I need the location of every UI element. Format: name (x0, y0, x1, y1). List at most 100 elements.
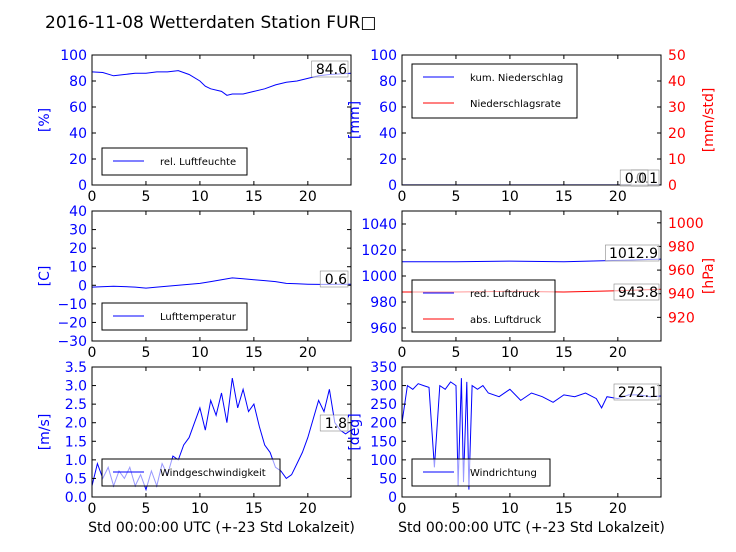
y-tick-label: 250 (370, 397, 397, 413)
y2-axis-label: [mm/std] (701, 88, 717, 153)
y-tick-label: 0 (78, 278, 87, 294)
y-tick-label: 100 (370, 48, 397, 64)
x-tick-label: 5 (451, 189, 460, 205)
y-tick-label: 3.0 (65, 379, 87, 395)
x-tick-label: 5 (451, 345, 460, 361)
y-tick-label: 150 (370, 434, 397, 450)
y-tick-label: 40 (69, 204, 87, 220)
chart-panel-5: 0 5 10 15 20 0.0 0.5 1.0 1.5 2.0 2.5 3.0 3.5 [m/s] Std… (37, 360, 355, 536)
y-tick-label: 960 (370, 321, 397, 337)
y-tick-label: 200 (370, 416, 397, 432)
plot-frame (91, 54, 352, 186)
plot-frame (91, 210, 352, 342)
y-tick-label: 300 (370, 379, 397, 395)
x-tick-label: 0 (88, 501, 97, 517)
y-tick-label: 0.5 (65, 471, 87, 487)
x-tick-label: 10 (501, 345, 519, 361)
series-line-1 (92, 277, 351, 289)
y-tick-label: 80 (379, 74, 397, 90)
legend: red. Luftdruck abs. Luftdruck (411, 279, 556, 333)
x-tick-label: 5 (141, 345, 150, 361)
y-tick-label: 1.0 (65, 453, 87, 469)
y2-tick-label: 20 (668, 126, 686, 142)
y-tick-label: 2.0 (65, 416, 87, 432)
x-tick-label: 20 (609, 501, 627, 517)
chart-panel-3: 0 5 10 15 20 −30 −20 −10 0 10 20 30 40 [C] Lufttempera… (37, 204, 352, 361)
legend-label: rel. Luftfeuchte (160, 157, 236, 168)
y-tick-label: 1.5 (65, 434, 87, 450)
y-axis-label: [deg] (347, 413, 363, 450)
y-axis-label: [C] (37, 266, 53, 287)
y-tick-label: 60 (69, 100, 87, 116)
plot-frame (91, 366, 352, 498)
y2-tick-label: 960 (668, 263, 695, 279)
value-annotation: 1.8 (325, 416, 347, 432)
y-tick-label: 1040 (361, 217, 397, 233)
y2-tick-label: 940 (668, 287, 695, 303)
y2-tick-label: 1000 (668, 216, 704, 232)
y-tick-label: 980 (370, 295, 397, 311)
value-annotation-box (319, 270, 349, 288)
y-axis-label: [m/s] (37, 414, 53, 451)
x-tick-label: 10 (191, 345, 209, 361)
legend-label: red. Luftdruck (470, 289, 540, 300)
legend-label: abs. Luftdruck (470, 315, 541, 326)
x-tick-label: 15 (555, 189, 573, 205)
plot-frame (401, 54, 662, 186)
y-tick-label: 40 (379, 126, 397, 142)
chart-panel-4: 0 5 10 15 20 960 980 1000 1020 1040 920 940 960 980 10… (361, 210, 717, 361)
legend: Lufttemperatur (101, 302, 248, 331)
x-tick-label: 15 (245, 345, 263, 361)
value-annotation-box (613, 283, 660, 301)
y-tick-label: 20 (379, 152, 397, 168)
y-tick-label: 1020 (361, 243, 397, 259)
y-tick-label: 10 (69, 260, 87, 276)
y-tick-label: 0 (388, 490, 397, 506)
y2-tick-label: 40 (668, 74, 686, 90)
y2-tick-label: 30 (668, 100, 686, 116)
y-axis-label: [mm] (347, 101, 363, 139)
legend-label: Windrichtung (470, 468, 537, 479)
x-tick-label: 10 (501, 501, 519, 517)
legend: Windgeschwindigkeit (101, 458, 281, 487)
value-annotation-box (613, 383, 660, 401)
x-tick-label: 0 (88, 189, 97, 205)
y-tick-label: 20 (69, 152, 87, 168)
y-tick-label: 3.5 (65, 360, 87, 376)
x-tick-label: 10 (191, 189, 209, 205)
x-tick-label: 15 (245, 501, 263, 517)
legend: kum. Niederschlag Niederschlagsrate (411, 63, 578, 119)
value-annotation: 943.8 (618, 285, 658, 301)
legend: Windrichtung (411, 458, 551, 487)
legend-box (411, 279, 556, 333)
legend-box (411, 63, 578, 119)
value-annotation: 84.6 (316, 62, 347, 78)
figure-title: 2016-11-08 Wetterdaten Station FUR□ (45, 13, 376, 33)
value-annotation: 0.6 (325, 272, 347, 288)
x-tick-label: 5 (451, 501, 460, 517)
series-line-1 (92, 70, 351, 96)
y-tick-label: 350 (370, 360, 397, 376)
legend-label: kum. Niederschlag (470, 73, 563, 84)
y-tick-label: 60 (379, 100, 397, 116)
x-tick-label: 15 (555, 501, 573, 517)
value-annotation: 272.1 (618, 385, 658, 401)
x-tick-label: 5 (141, 189, 150, 205)
value-annotation-box (605, 244, 660, 262)
x-tick-label: 15 (245, 189, 263, 205)
x-tick-label: 20 (609, 345, 627, 361)
y-tick-label: 2.5 (65, 397, 87, 413)
legend-label: Niederschlagsrate (470, 99, 561, 110)
y2-tick-label: 50 (668, 48, 686, 64)
value-annotation-box (619, 169, 649, 187)
y-tick-label: −30 (57, 334, 87, 350)
y-tick-label: 1000 (361, 269, 397, 285)
value-annotation-box (311, 60, 349, 78)
legend-label: Lufttemperatur (160, 312, 237, 323)
y-tick-label: −20 (57, 315, 87, 331)
y2-tick-label: 980 (668, 239, 695, 255)
x-tick-label: 20 (609, 189, 627, 205)
value-annotation-box (319, 414, 349, 432)
y-tick-label: 40 (69, 126, 87, 142)
